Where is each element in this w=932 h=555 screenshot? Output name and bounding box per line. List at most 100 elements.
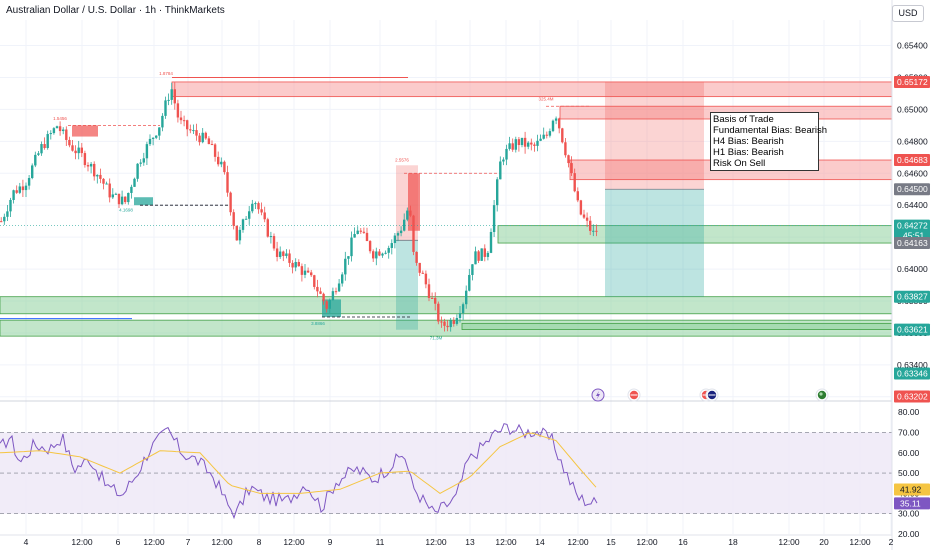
bear-candle[interactable] <box>80 147 83 154</box>
bull-candle[interactable] <box>455 317 459 324</box>
lightning-event-icon[interactable] <box>591 388 605 402</box>
bull-candle[interactable] <box>55 126 59 129</box>
bull-candle[interactable] <box>489 231 493 253</box>
bull-candle[interactable] <box>251 203 254 212</box>
bull-candle[interactable] <box>356 230 359 234</box>
bear-candle[interactable] <box>58 126 62 132</box>
bear-candle[interactable] <box>93 163 96 177</box>
bull-candle[interactable] <box>548 131 552 136</box>
bull-candle[interactable] <box>40 144 43 154</box>
bear-candle[interactable] <box>477 251 480 261</box>
bull-candle[interactable] <box>254 203 257 205</box>
bull-candle[interactable] <box>241 219 245 230</box>
rsi-ma-line[interactable] <box>0 432 597 494</box>
bear-candle[interactable] <box>523 137 527 147</box>
bear-candle[interactable] <box>300 266 304 275</box>
bear-candle[interactable] <box>86 165 90 167</box>
supply-order-block[interactable] <box>408 173 420 231</box>
bull-candle[interactable] <box>37 153 40 155</box>
bear-candle[interactable] <box>83 153 87 166</box>
bull-candle[interactable] <box>496 179 499 206</box>
bull-candle[interactable] <box>505 148 508 160</box>
bear-candle[interactable] <box>530 142 533 145</box>
bear-candle[interactable] <box>446 325 449 328</box>
bear-candle[interactable] <box>173 89 176 104</box>
bull-candle[interactable] <box>142 158 145 163</box>
trade-basis-note[interactable]: Basis of Trade Fundamental Bias: Bearish… <box>710 112 827 171</box>
bull-candle[interactable] <box>449 320 452 328</box>
bear-candle[interactable] <box>260 209 263 213</box>
bull-candle[interactable] <box>158 127 161 136</box>
bull-candle[interactable] <box>127 192 130 203</box>
bull-candle[interactable] <box>9 199 12 212</box>
bull-candle[interactable] <box>390 243 393 248</box>
bear-candle[interactable] <box>412 215 415 252</box>
bear-candle[interactable] <box>319 291 322 294</box>
bull-candle[interactable] <box>220 161 223 165</box>
bear-candle[interactable] <box>291 262 294 268</box>
bear-candle[interactable] <box>0 221 3 223</box>
bear-candle[interactable] <box>43 144 46 149</box>
bull-candle[interactable] <box>294 262 297 268</box>
bear-candle[interactable] <box>452 320 455 324</box>
bear-candle[interactable] <box>313 275 316 287</box>
bear-candle[interactable] <box>573 173 576 192</box>
demand-order-block[interactable] <box>134 197 153 206</box>
bull-candle[interactable] <box>384 252 387 254</box>
bull-candle[interactable] <box>114 193 118 195</box>
bear-candle[interactable] <box>207 138 211 145</box>
currency-button[interactable]: USD <box>892 5 924 22</box>
bear-candle[interactable] <box>517 139 521 146</box>
bear-candle[interactable] <box>421 272 424 274</box>
bear-candle[interactable] <box>282 251 285 256</box>
bull-candle[interactable] <box>49 133 52 135</box>
bull-candle[interactable] <box>201 132 204 143</box>
bull-candle[interactable] <box>136 163 139 179</box>
bull-candle[interactable] <box>192 130 195 132</box>
trade-target-area[interactable] <box>605 189 704 297</box>
bull-candle[interactable] <box>285 253 288 256</box>
bear-candle[interactable] <box>275 248 279 257</box>
bull-candle[interactable] <box>18 186 21 193</box>
bear-candle[interactable] <box>306 270 310 273</box>
bull-candle[interactable] <box>46 134 49 149</box>
bull-candle[interactable] <box>170 89 173 100</box>
bear-candle[interactable] <box>182 120 186 122</box>
bull-candle[interactable] <box>331 291 335 301</box>
demand-order-block[interactable] <box>322 299 341 317</box>
bear-candle[interactable] <box>263 212 266 220</box>
bear-candle[interactable] <box>117 193 121 205</box>
bull-candle[interactable] <box>27 178 31 186</box>
bear-candle[interactable] <box>195 130 198 136</box>
bull-candle[interactable] <box>480 248 483 261</box>
bull-candle[interactable] <box>62 129 65 132</box>
bull-candle[interactable] <box>328 300 331 309</box>
bear-candle[interactable] <box>359 230 362 232</box>
bull-candle[interactable] <box>353 233 356 238</box>
bull-candle[interactable] <box>111 194 114 198</box>
bear-candle[interactable] <box>223 161 226 173</box>
bull-candle[interactable] <box>161 115 164 128</box>
supply-order-block[interactable] <box>72 125 98 137</box>
bull-candle[interactable] <box>77 147 80 154</box>
bull-candle[interactable] <box>471 264 474 275</box>
bear-candle[interactable] <box>198 135 201 143</box>
bull-candle[interactable] <box>303 270 307 275</box>
bull-candle[interactable] <box>96 174 99 177</box>
bull-candle[interactable] <box>148 138 152 145</box>
bear-candle[interactable] <box>310 272 313 276</box>
bear-candle[interactable] <box>124 196 127 203</box>
bear-candle[interactable] <box>368 241 372 252</box>
bull-candle[interactable] <box>120 196 124 205</box>
bull-candle[interactable] <box>474 251 477 265</box>
bull-candle[interactable] <box>486 252 490 257</box>
bull-candle[interactable] <box>403 219 406 231</box>
bear-candle[interactable] <box>229 192 232 213</box>
demand-zone[interactable] <box>461 322 893 330</box>
bear-candle[interactable] <box>226 172 229 193</box>
bull-candle[interactable] <box>52 128 56 134</box>
demand-zone[interactable] <box>0 296 893 315</box>
bull-candle[interactable] <box>151 137 155 139</box>
bear-candle[interactable] <box>235 225 238 241</box>
bear-candle[interactable] <box>424 273 428 285</box>
